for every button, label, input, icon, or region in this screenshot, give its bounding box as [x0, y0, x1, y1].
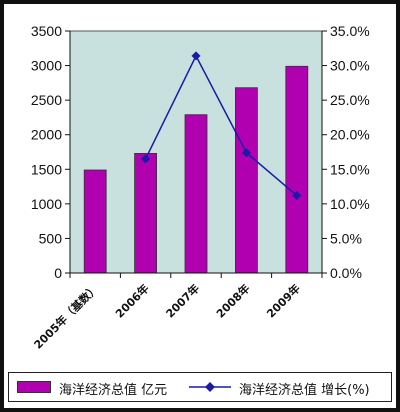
y2-tick-label: 20.0% [330, 127, 370, 143]
legend-bar-swatch [17, 381, 51, 393]
bar-3 [234, 87, 258, 274]
y-tick-label: 2500 [31, 92, 62, 108]
y2-tick-label: 30.0% [330, 58, 370, 74]
growth-marker-3 [241, 148, 251, 158]
bar-4 [285, 65, 309, 274]
y2-tick-label: 5.0% [330, 230, 362, 246]
bar-1 [134, 152, 158, 274]
legend-line-swatch [189, 382, 231, 392]
growth-marker-4 [292, 191, 302, 201]
y-tick-label: 0 [54, 265, 62, 281]
y2-tick-label: 25.0% [330, 92, 370, 108]
x-tick-label: 2007年 [163, 281, 202, 320]
y2-tick-label: 10.0% [330, 196, 370, 212]
bar-2 [184, 114, 208, 274]
y-tick-label: 3500 [31, 23, 62, 39]
y-tick-label: 500 [39, 230, 63, 246]
legend-line-label: 海洋经济总值 增长(%) [239, 383, 370, 398]
y-tick-label: 1000 [31, 196, 62, 212]
legend-bar-label: 海洋经济总值 亿元 [59, 383, 168, 398]
y2-tick-label: 35.0% [330, 23, 370, 39]
y2-tick-label: 15.0% [330, 161, 370, 177]
y2-tick-label: 0.0% [330, 265, 362, 281]
x-tick-label: 2005年（基数） [31, 281, 101, 351]
bar-0 [83, 169, 107, 274]
legend: 海洋经济总值 亿元 海洋经济总值 增长(%) [8, 372, 392, 402]
growth-marker-1 [141, 154, 151, 164]
growth-marker-2 [191, 51, 201, 61]
x-tick-label: 2006年 [112, 281, 151, 320]
x-tick-label: 2009年 [264, 281, 303, 320]
y-tick-label: 2000 [31, 127, 62, 143]
y-tick-label: 3000 [31, 58, 62, 74]
x-tick-label: 2008年 [213, 281, 252, 320]
y-tick-label: 1500 [31, 161, 62, 177]
growth-line [144, 54, 298, 197]
